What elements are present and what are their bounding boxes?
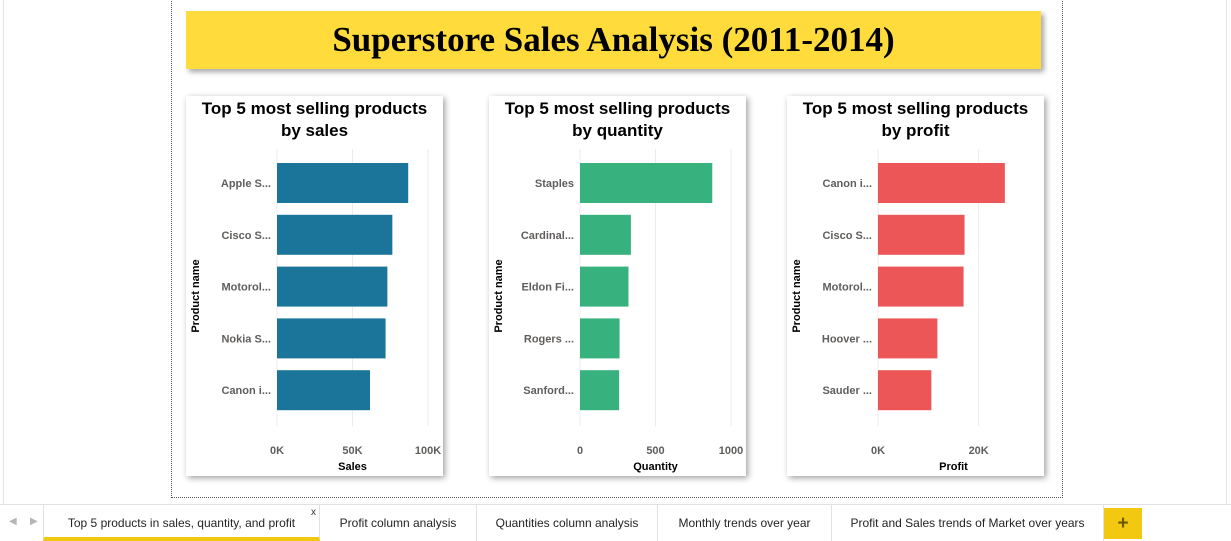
category-label: Canon i...: [823, 178, 873, 190]
category-label: Staples: [535, 178, 574, 190]
report-title: Superstore Sales Analysis (2011-2014): [332, 20, 895, 59]
add-page-button[interactable]: +: [1104, 508, 1142, 539]
chart-card-quantity[interactable]: Top 5 most selling products by quantity …: [489, 96, 746, 476]
bar[interactable]: [878, 318, 938, 359]
category-label: Motorol...: [823, 282, 873, 294]
category-label: Motorol...: [222, 282, 272, 294]
bar[interactable]: [580, 318, 620, 359]
bar[interactable]: [277, 318, 386, 359]
bar[interactable]: [277, 266, 388, 307]
tab-quantities-column-analysis[interactable]: Quantities column analysis: [477, 505, 658, 541]
chevron-left-icon[interactable]: ◀: [9, 516, 17, 527]
bar[interactable]: [277, 163, 409, 203]
left-edge-line: [3, 0, 4, 504]
plus-icon: +: [1117, 512, 1129, 534]
page-tab-bar: ◀ ▶ Top 5 products in sales, quantity, a…: [0, 504, 1231, 541]
close-icon[interactable]: x: [311, 507, 316, 518]
report-page-frame: [171, 0, 1063, 498]
y-axis-title: Product name: [190, 259, 202, 332]
category-label: Canon i...: [222, 385, 272, 397]
chart-title-quantity: Top 5 most selling products by quantity: [504, 99, 731, 140]
category-label: Rogers ...: [524, 333, 574, 345]
chart-sales[interactable]: Apple S... Cisco S... Motorol... Nokia S...…: [186, 96, 443, 476]
bar[interactable]: [580, 266, 629, 307]
chart-quantity[interactable]: Staples Cardinal... Eldon Fi... Rogers ... S…: [489, 96, 746, 476]
y-axis-title: Product name: [493, 259, 505, 332]
tick-label: 500: [646, 445, 664, 457]
chart-profit[interactable]: Canon i... Cisco S... Motorol... Hoover ...…: [787, 96, 1044, 476]
bar[interactable]: [277, 214, 393, 255]
tick-label: 0K: [871, 445, 885, 457]
category-label: Hoover ...: [822, 333, 872, 345]
category-label: Sanford...: [523, 385, 574, 397]
tick-label: 0K: [270, 445, 284, 457]
tab-top-5-products[interactable]: Top 5 products in sales, quantity, and p…: [43, 505, 320, 541]
bar[interactable]: [878, 214, 965, 255]
chevron-right-icon[interactable]: ▶: [30, 516, 38, 527]
tick-label: 50K: [342, 445, 362, 457]
bar[interactable]: [580, 214, 631, 255]
tab-label: Profit and Sales trends of Market over y…: [850, 516, 1085, 530]
tab-label: Profit column analysis: [339, 516, 457, 530]
tab-label: Top 5 products in sales, quantity, and p…: [67, 516, 296, 530]
tab-label: Quantities column analysis: [495, 516, 639, 530]
category-label: Nokia S...: [221, 333, 271, 345]
bar[interactable]: [277, 370, 371, 411]
category-label: Cisco S...: [221, 230, 271, 242]
tab-profit-and-sales-trends[interactable]: Profit and Sales trends of Market over y…: [832, 505, 1104, 541]
bar[interactable]: [580, 163, 713, 203]
tab-label: Monthly trends over year: [678, 516, 811, 530]
chart-title-sales: Top 5 most selling products by sales: [201, 99, 428, 140]
category-label: Apple S...: [221, 178, 271, 190]
tick-label: 100K: [415, 445, 441, 457]
category-label: Eldon Fi...: [521, 282, 574, 294]
category-label: Cisco S...: [822, 230, 872, 242]
tick-label: 0: [577, 445, 583, 457]
chart-title-profit: Top 5 most selling products by profit: [802, 99, 1029, 140]
x-axis-title: Profit: [939, 461, 968, 473]
category-label: Cardinal...: [521, 230, 574, 242]
chart-card-sales[interactable]: Top 5 most selling products by sales App…: [186, 96, 443, 476]
title-banner[interactable]: Superstore Sales Analysis (2011-2014): [186, 11, 1041, 69]
tick-label: 20K: [969, 445, 989, 457]
bar[interactable]: [878, 370, 932, 411]
bar[interactable]: [878, 266, 964, 307]
y-axis-title: Product name: [791, 259, 803, 332]
chart-card-profit[interactable]: Top 5 most selling products by profit Ca…: [787, 96, 1044, 476]
bar[interactable]: [878, 163, 1005, 203]
bar[interactable]: [580, 370, 620, 411]
right-edge-line: [1226, 0, 1227, 504]
x-axis-title: Sales: [338, 461, 367, 473]
tick-label: 1000: [719, 445, 743, 457]
x-axis-title: Quantity: [633, 461, 678, 473]
tab-monthly-trends[interactable]: Monthly trends over year: [658, 505, 832, 541]
category-label: Sauder ...: [822, 385, 872, 397]
tab-profit-column-analysis[interactable]: Profit column analysis: [320, 505, 477, 541]
